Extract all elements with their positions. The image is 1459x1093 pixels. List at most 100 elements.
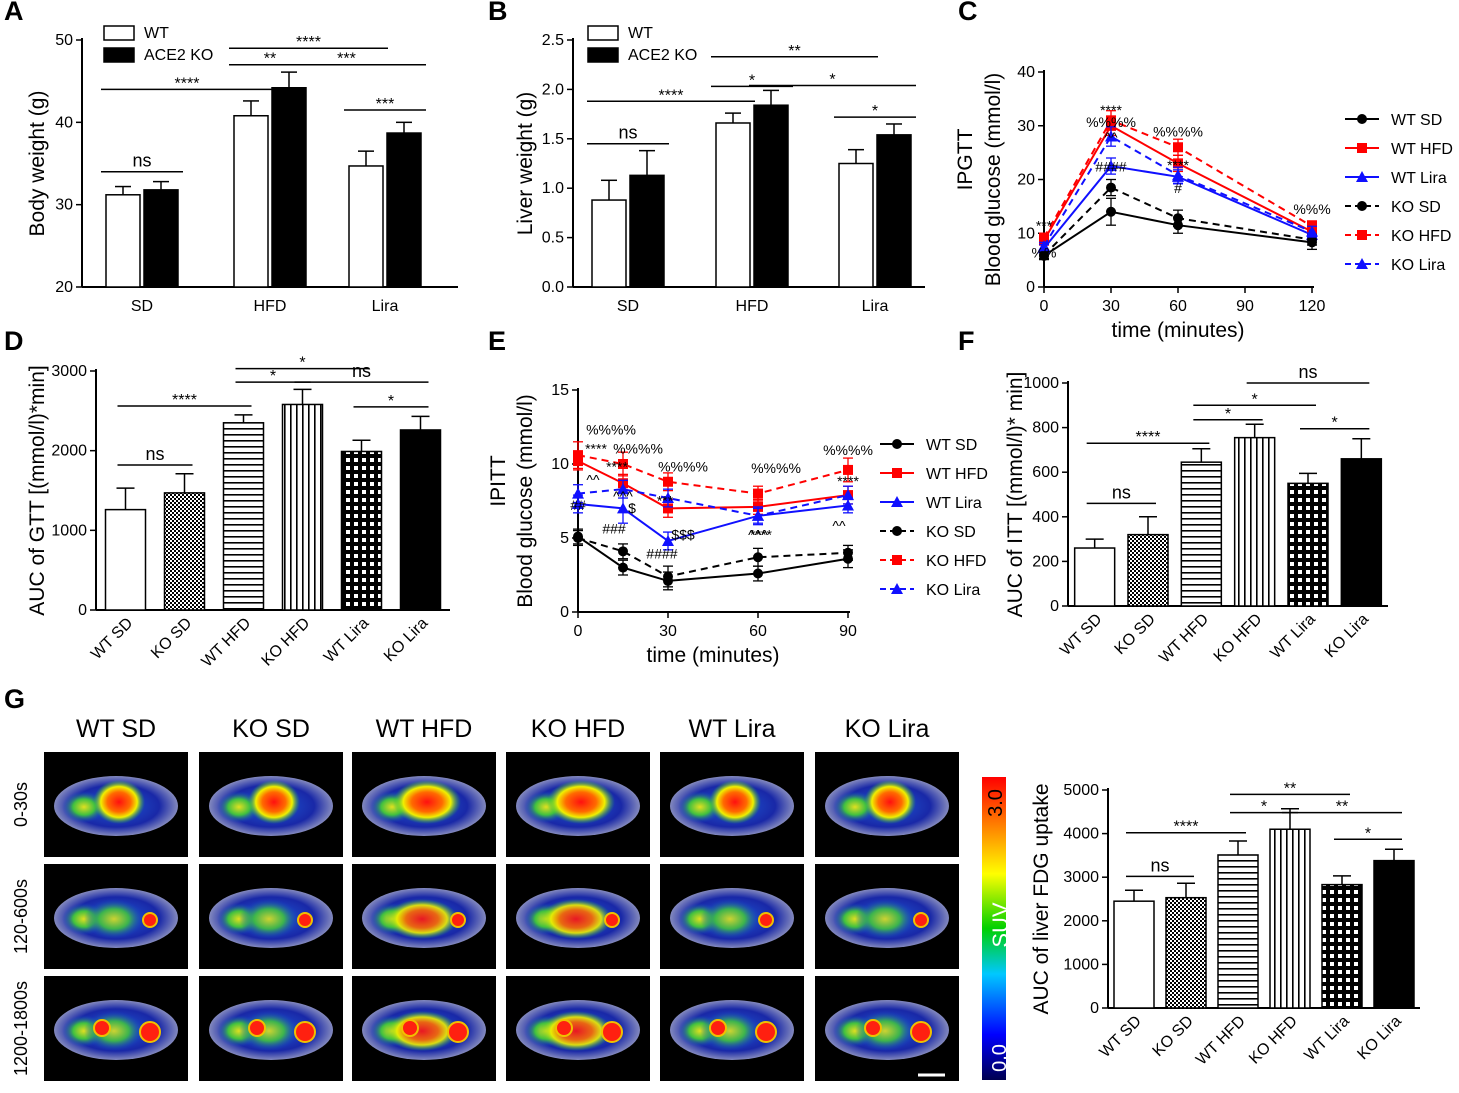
significance-label: **** — [1136, 429, 1161, 446]
pet-image — [199, 752, 343, 857]
significance-label: **** — [585, 441, 607, 457]
legend-label: WT SD — [926, 437, 977, 454]
pet-hotspot — [555, 1019, 573, 1037]
pet-image — [352, 752, 496, 857]
y-tick-label: 2.5 — [542, 32, 564, 49]
bar-ko-hfd — [1269, 828, 1311, 1009]
x-tick-label: 90 — [839, 623, 857, 640]
x-tick-label: HFD — [736, 298, 769, 315]
significance-label: **** — [296, 34, 321, 51]
significance-label: *** — [376, 96, 395, 113]
y-tick-label: 40 — [1017, 64, 1035, 81]
significance-label: * — [1252, 391, 1258, 408]
chart-ipitt: 0 5 10 15 Blood glucose (mmol/l)IPITT 0 30 60 90… — [487, 382, 988, 667]
significance-label: $ — [628, 500, 636, 516]
y-tick-label: 0.0 — [542, 279, 564, 296]
significance-label: * — [388, 393, 394, 410]
data-point — [618, 546, 628, 557]
significance-label: * — [749, 72, 755, 89]
suv-colorbar: 3.0 SUV 0.0 — [982, 777, 1013, 1080]
pet-uptake-region — [855, 899, 915, 939]
row-label: 1200-1800s — [11, 981, 31, 1076]
data-point — [1038, 240, 1050, 252]
y-tick-label: 600 — [1032, 464, 1059, 481]
bar-ko-lira — [1340, 458, 1383, 607]
bar-ace2-ko — [271, 87, 307, 288]
data-point — [1172, 169, 1184, 181]
x-tick-label: KO Lira — [1322, 611, 1372, 661]
pet-image — [44, 864, 188, 969]
y-tick-label: 3000 — [51, 363, 87, 380]
bar-wt — [715, 122, 751, 288]
column-title: WT Lira — [688, 715, 775, 743]
significance-label: *** — [337, 51, 356, 68]
y-tick-label: 2.0 — [542, 81, 564, 98]
bar-wt — [348, 165, 384, 288]
x-tick-label: WT Lira — [1267, 611, 1318, 662]
column-title: WT SD — [76, 715, 156, 743]
significance-label: * — [829, 71, 835, 88]
x-tick-label: WT HFD — [1156, 611, 1212, 667]
panel-label-b: B — [488, 0, 508, 26]
y-axis-label: Blood glucose (mmol/l) — [514, 394, 537, 608]
x-tick-label: KO SD — [1112, 611, 1159, 658]
data-point — [1173, 158, 1183, 169]
pet-hotspot — [910, 1021, 932, 1043]
significance-label: ns — [1112, 482, 1131, 502]
y-tick-label: 2000 — [1063, 913, 1099, 930]
x-tick-label: Lira — [862, 298, 889, 315]
x-tick-label: 30 — [1102, 298, 1120, 315]
significance-label: %%%% — [658, 458, 708, 474]
y-tick-label: 400 — [1032, 509, 1059, 526]
significance-label: ** — [1336, 799, 1348, 816]
legend-swatch — [103, 47, 135, 63]
x-tick-label: Lira — [372, 298, 399, 315]
y-tick-label: 5000 — [1063, 782, 1099, 799]
data-point — [1106, 115, 1116, 126]
legend-marker — [892, 555, 902, 565]
pet-image — [352, 976, 496, 1081]
x-tick-label: KO Lira — [381, 615, 431, 665]
significance-label: **** — [172, 392, 197, 409]
legend-label: KO HFD — [926, 553, 986, 570]
x-tick-label: 60 — [749, 623, 767, 640]
series-line-ko-lira — [1043, 135, 1313, 247]
significance-label: # — [1174, 180, 1182, 196]
pet-image-grid: WT SD KO SD WT HFD KO HFD WT Lira KO Lira 0-30… — [11, 715, 959, 1081]
bar-ace2-ko — [876, 134, 912, 288]
y-tick-label: 50 — [55, 32, 73, 49]
significance-label: ^^ — [832, 518, 846, 534]
series-line-ko-lira — [577, 488, 849, 517]
legend-label: WT SD — [1391, 112, 1442, 129]
pet-hotspot — [758, 912, 774, 928]
data-point — [617, 483, 629, 495]
x-tick-label: WT SD — [88, 615, 136, 663]
data-point — [1306, 225, 1318, 237]
bar-wt-sd — [1073, 547, 1116, 607]
y-tick-label: 0 — [1090, 1000, 1099, 1017]
y-tick-label: 20 — [55, 279, 73, 296]
legend-marker — [1357, 143, 1367, 153]
y-tick-label: 3000 — [1063, 869, 1099, 886]
bar-wt-lira — [340, 450, 383, 611]
pet-hotspot — [864, 1019, 882, 1037]
y-axis-label: Body weight (g) — [26, 91, 49, 237]
legend-marker — [1356, 171, 1368, 182]
colorbar-min: 0.0 — [989, 1044, 1011, 1072]
legend-label: KO Lira — [926, 582, 980, 599]
bar-wt-hfd — [1217, 854, 1259, 1009]
significance-label: * — [299, 355, 305, 372]
data-point — [843, 547, 853, 558]
data-point — [618, 459, 628, 469]
data-point — [753, 488, 763, 499]
x-tick-label: KO HFD — [259, 615, 314, 670]
significance-label: ns — [1150, 855, 1169, 875]
pet-hotspot — [709, 1019, 727, 1037]
x-tick-label: WT SD — [1057, 611, 1105, 659]
pet-uptake-region — [709, 780, 761, 824]
data-point — [573, 533, 583, 543]
y-tick-label: 800 — [1032, 420, 1059, 437]
x-tick-label: 0 — [1040, 298, 1049, 315]
